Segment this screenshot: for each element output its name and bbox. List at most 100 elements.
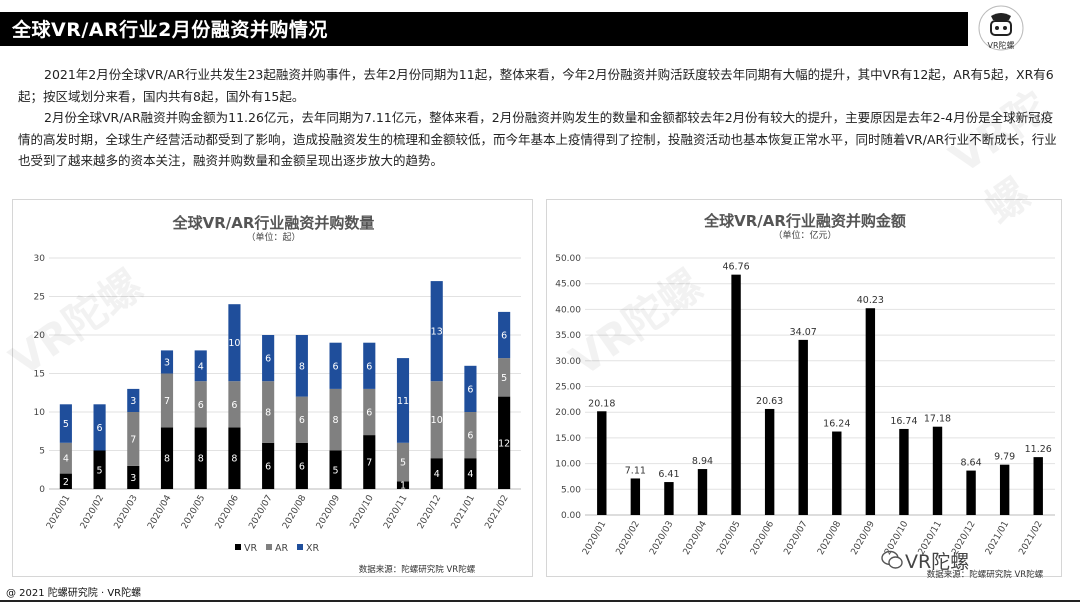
- x-tick-label: 2020/02: [615, 520, 642, 557]
- data-label: 6: [265, 461, 271, 472]
- bar: [865, 308, 876, 515]
- y-tick-label: 30.00: [555, 357, 581, 367]
- x-tick-label: 2020/01: [45, 494, 72, 531]
- y-tick-label: 40.00: [555, 305, 581, 315]
- data-label: 7: [164, 396, 170, 407]
- data-label: 3: [130, 396, 136, 407]
- bar-segment-xr: [396, 358, 410, 443]
- y-tick-label: 25.00: [555, 383, 581, 393]
- y-tick-label: 35.00: [555, 331, 581, 341]
- data-label: 6: [231, 400, 237, 411]
- chart-title: 全球VR/AR行业融资并购金额: [703, 212, 906, 230]
- x-tick-label: 2020/06: [749, 519, 776, 557]
- x-tick-label: 2020/10: [349, 493, 376, 531]
- data-label: 6.41: [658, 469, 679, 480]
- bar-segment-xr: [498, 311, 511, 359]
- count-chart-panel: 全球VR/AR行业融资并购数量 （单位：起） 0 5 10 15 20 25 30 2020/01…: [12, 199, 533, 577]
- bar-segment-ar: [396, 442, 410, 482]
- x-tick-label: 2020/11: [382, 494, 409, 531]
- data-label: 5: [501, 373, 507, 384]
- bar-segment-ar: [160, 373, 174, 428]
- x-tick-label: 2020/09: [850, 519, 877, 557]
- data-label: 8: [164, 454, 170, 465]
- chart-subtitle: （单位：起）: [246, 231, 300, 243]
- data-label: 8.64: [960, 458, 981, 469]
- bar-segment-xr: [262, 335, 275, 382]
- data-label: 8: [265, 408, 271, 419]
- x-tick-label: 2020/05: [180, 494, 207, 531]
- bar-segment-xr: [194, 350, 207, 382]
- x-tick-label: 2020/07: [782, 520, 809, 557]
- legend-swatch-xr: [297, 544, 303, 550]
- data-label: 6: [299, 461, 305, 472]
- wechat-watermark: VR陀螺: [905, 551, 970, 573]
- data-source: 数据来源：陀螺研究院 VR陀螺: [927, 569, 1044, 578]
- legend-label: AR: [275, 543, 288, 554]
- amount-chart-panel: 全球VR/AR行业融资并购金额 （单位：亿元） 0.00 5.00 10.00 15.00…: [546, 199, 1062, 578]
- y-tick-label: 50.00: [555, 254, 581, 264]
- data-label: 5: [333, 465, 339, 476]
- bar-segment-ar: [464, 412, 477, 459]
- bar-segment-xr: [93, 404, 106, 451]
- data-label: 6: [467, 431, 473, 442]
- data-label: 8: [299, 361, 305, 372]
- bar-segment-vr: [329, 450, 342, 489]
- bar-segment-vr: [464, 458, 477, 489]
- bar-segment-ar: [59, 442, 72, 474]
- data-label: 46.76: [722, 262, 749, 273]
- intro-paragraph-1: 2021年2月份全球VR/AR行业共发生23起融资并购事件，去年2月份同期为11…: [18, 67, 1054, 104]
- y-tick-label: 20.00: [555, 408, 581, 418]
- data-label: 4: [63, 454, 69, 465]
- data-label: 1: [400, 481, 406, 492]
- bar-segment-ar: [295, 396, 308, 443]
- x-tick-label: 2020/06: [214, 493, 241, 531]
- bar-segment-vr: [396, 481, 410, 489]
- bar-segment-ar: [363, 388, 376, 436]
- bar: [764, 408, 775, 515]
- data-label: 16.24: [823, 419, 850, 430]
- x-tick-label: 2021/02: [1017, 520, 1044, 557]
- data-label: 6: [333, 361, 339, 372]
- x-tick-label: 2020/12: [416, 494, 443, 531]
- bar: [832, 431, 842, 515]
- x-tick-label: 2020/04: [682, 519, 709, 557]
- bar-segment-xr: [430, 281, 443, 382]
- data-label: 6: [265, 354, 271, 365]
- count-chart: 全球VR/AR行业融资并购数量（单位：起）0510152025302020/01…: [34, 214, 521, 575]
- data-label: 6: [97, 423, 103, 434]
- data-label: 7: [366, 458, 372, 469]
- title-bar: 全球VR/AR行业2月份融资并购情况: [0, 12, 968, 46]
- data-label: 8.94: [692, 456, 713, 467]
- x-tick-label: 2020/08: [816, 519, 843, 557]
- data-label: 20.18: [588, 398, 615, 409]
- x-tick-label: 2021/01: [450, 494, 477, 531]
- data-label: 40.23: [857, 295, 884, 306]
- x-tick-label: 2020/05: [715, 520, 742, 557]
- y-tick-label: 10: [34, 408, 46, 418]
- x-tick-label: 2021/01: [984, 520, 1011, 557]
- bar-segment-xr: [59, 404, 72, 443]
- bar-segment-vr: [295, 442, 308, 489]
- data-label: 11.26: [1025, 444, 1052, 455]
- data-label: 12: [498, 438, 510, 449]
- data-label: 11: [397, 396, 409, 407]
- x-tick-label: 2020/03: [648, 520, 675, 557]
- x-tick-label: 2020/04: [146, 493, 173, 531]
- bar-segment-xr: [160, 350, 174, 374]
- data-label: 6: [299, 415, 305, 426]
- data-label: 3: [130, 473, 136, 484]
- data-label: 5: [97, 465, 103, 476]
- legend-label: XR: [306, 543, 320, 554]
- bar-segment-ar: [194, 381, 207, 428]
- data-label: 6: [366, 361, 372, 372]
- amount-chart: 全球VR/AR行业融资并购金额（单位：亿元） 0.00 5.00 10.00 15.00…: [555, 212, 1055, 578]
- data-label: 4: [467, 469, 473, 480]
- data-label: 3: [164, 357, 170, 368]
- bar-segment-xr: [228, 304, 241, 382]
- intro-text: 2021年2月份全球VR/AR行业共发生23起融资并购事件，去年2月份同期为11…: [18, 64, 1062, 172]
- robot-head-icon: [978, 5, 1024, 51]
- bar-segment-xr: [363, 342, 376, 389]
- y-tick-label: 25: [34, 293, 45, 303]
- wechat-icon: [881, 550, 903, 569]
- bar-segment-vr: [127, 465, 140, 489]
